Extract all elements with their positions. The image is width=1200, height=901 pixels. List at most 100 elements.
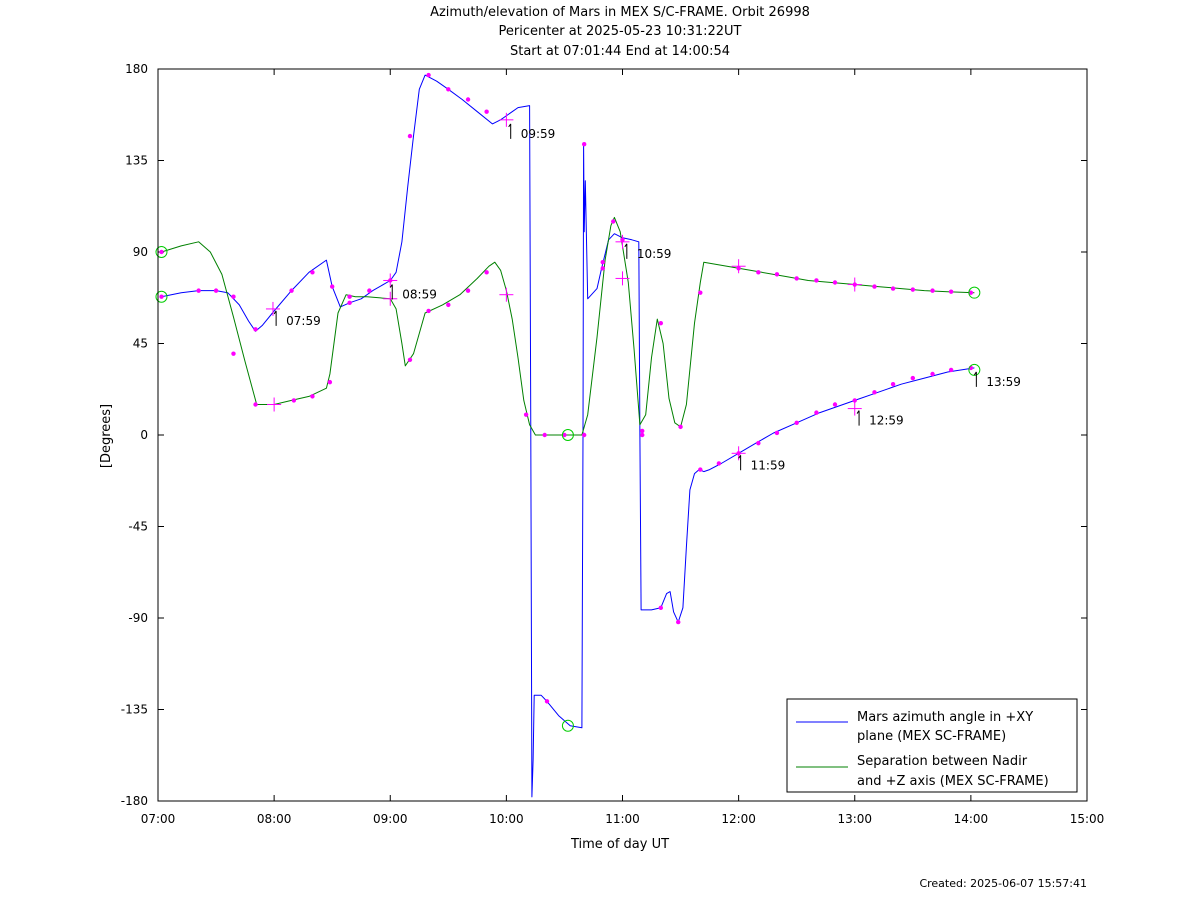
hour-cross-marker (731, 259, 746, 274)
separation-marker (159, 249, 164, 255)
x-tick-label: 11:00 (605, 812, 640, 826)
separation-marker (523, 412, 529, 417)
azimuth-marker (872, 390, 877, 395)
chart-title-line-3: Start at 07:01:44 End at 14:00:54 (509, 44, 731, 59)
endpoint-circle (561, 429, 574, 441)
legend-label-separation-1: Separation between Nadir (857, 754, 1028, 769)
separation-marker (698, 290, 703, 295)
hour-cross-marker (267, 397, 282, 412)
separation-marker (678, 424, 683, 430)
time-annotation: 10:59 (624, 243, 672, 261)
azimuth-marker (814, 410, 819, 415)
x-tick-label: 13:00 (837, 812, 872, 826)
y-tick-label: -90 (128, 611, 148, 625)
hour-cross-marker (499, 112, 514, 127)
azimuth-marker (196, 288, 201, 293)
time-annotations: 07:59 08:59 09:59 10:59 11:59 12:59 13:59 (273, 123, 1021, 472)
plot-frame (157, 68, 1088, 802)
azimuth-marker (465, 97, 471, 102)
azimuth-marker (600, 266, 605, 271)
separation-marker (948, 289, 954, 294)
separation-marker (426, 308, 431, 314)
separation-marker (814, 278, 819, 283)
separation-marker (968, 290, 974, 295)
azimuth-marker (231, 294, 236, 299)
separation-marker (600, 259, 605, 265)
azimuth-marker (930, 371, 935, 377)
x-tick-label: 15:00 (1070, 812, 1105, 826)
separation-marker (327, 379, 333, 385)
annotation-label: 13:59 (986, 375, 1021, 389)
annotation-arrow (973, 371, 977, 387)
time-annotation: 08:59 (389, 284, 437, 302)
separation-marker (231, 351, 236, 356)
azimuth-marker (756, 440, 761, 446)
separation-marker (581, 432, 587, 438)
x-tick-label: 12:00 (721, 812, 756, 826)
annotation-label: 12:59 (869, 414, 904, 428)
azimuth-marker (213, 288, 219, 293)
time-annotation: 09:59 (508, 123, 555, 141)
separation-marker (640, 428, 645, 434)
azimuth-marker (774, 430, 780, 436)
annotation-label: 10:59 (637, 247, 672, 261)
annotation-arrow (738, 455, 742, 471)
hour-cross-marker (847, 401, 862, 416)
separation-marker (832, 280, 838, 285)
separation-marker (310, 394, 315, 399)
endpoint-circle (968, 363, 981, 376)
separation-marker (658, 320, 664, 326)
time-annotation: 11:59 (738, 455, 786, 472)
hour-cross-marker (383, 291, 398, 306)
annotation-arrow (624, 243, 628, 259)
azimuth-marker (329, 284, 335, 289)
hour-cross-marker (847, 277, 862, 292)
separation-marker (611, 219, 616, 224)
x-tick-label: 10:00 (489, 812, 524, 826)
hour-cross-marker (383, 273, 398, 288)
separation-marker (774, 272, 780, 277)
azimuth-marker (544, 699, 550, 704)
azimuth-marker (289, 288, 294, 293)
azimuth-marker (347, 300, 352, 306)
chart-title-line-2: Pericenter at 2025-05-23 10:31:22UT (498, 24, 742, 39)
legend-label-separation-2: and +Z axis (MEX SC-FRAME) (857, 774, 1049, 789)
annotation-arrow (273, 310, 277, 326)
time-annotation: 13:59 (973, 371, 1021, 389)
separation-marker (291, 398, 297, 403)
separation-marker (407, 357, 413, 362)
separation-marker (930, 288, 935, 293)
annotation-label: 07:59 (286, 314, 321, 328)
annotation-arrow (389, 284, 393, 300)
y-tick-label: 135 (125, 154, 148, 168)
separation-marker (756, 270, 761, 275)
x-tick-label: 14:00 (954, 812, 989, 826)
azimuth-marker (310, 270, 315, 275)
annotation-label: 08:59 (402, 288, 437, 302)
azimuth-marker (640, 432, 645, 438)
legend-label-azimuth-2: plane (MEX SC-FRAME) (857, 729, 1006, 744)
azimuth-marker (890, 381, 896, 387)
separation-marker (347, 294, 352, 299)
annotation-arrow (856, 410, 860, 426)
endpoint-circle (968, 286, 981, 299)
x-tick-label: 07:00 (141, 812, 176, 826)
created-timestamp: Created: 2025-06-07 15:57:41 (919, 877, 1087, 890)
separation-marker (253, 402, 258, 407)
azimuth-marker (426, 72, 431, 78)
y-axis-label: [Degrees] (99, 404, 114, 468)
hour-cross-marker (615, 234, 630, 249)
hour-cross-marker (265, 301, 280, 316)
time-annotation: 07:59 (273, 310, 321, 328)
azimuth-marker (910, 375, 916, 381)
endpoint-circle (155, 290, 168, 303)
azimuth-marker (698, 467, 703, 472)
hour-cross-marker (615, 271, 630, 286)
azimuth-marker (676, 619, 681, 625)
separation-series-line (161, 216, 975, 436)
azimuth-marker (658, 605, 664, 611)
annotation-label: 11:59 (751, 458, 786, 472)
separation-marker (542, 432, 547, 438)
azimuth-marker (253, 327, 258, 332)
